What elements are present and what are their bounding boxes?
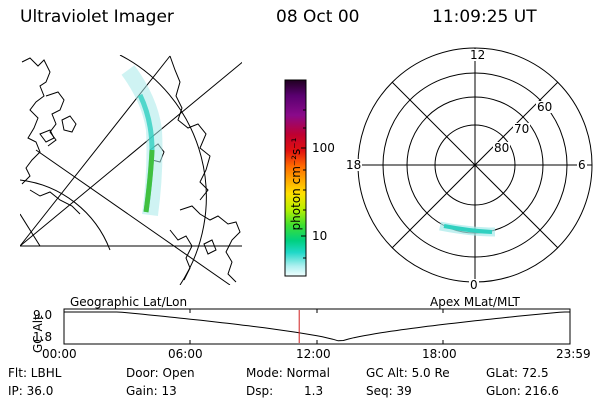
mlt-label-18: 18 (345, 158, 363, 172)
header-time: 11:09:25 UT (432, 7, 537, 27)
info-gc-alt: GC Alt: 5.0 Re (366, 366, 450, 380)
info-gain: Gain: 13 (126, 384, 177, 398)
mlt-label-0: 0 (469, 278, 479, 292)
timeline-x-tick-2: 12:00 (296, 347, 331, 361)
altitude-curve (64, 311, 570, 342)
info-dsp-label: Dsp: (246, 384, 274, 398)
info-glon: GLon: 216.6 (486, 384, 559, 398)
geo-grid (20, 55, 242, 285)
timeline-x-tick-3: 18:00 (422, 347, 457, 361)
app-title: Ultraviolet Imager (20, 7, 174, 27)
mlat-label-80: 80 (493, 141, 511, 155)
timeline-y-tick-top: 9.0 (33, 308, 53, 322)
timeline-x-tick-0: 00:00 (42, 347, 77, 361)
info-flt: Flt: LBHL (8, 366, 62, 380)
mlt-label-12: 12 (469, 48, 487, 62)
info-dsp-value: 1.3 (304, 384, 324, 398)
colorbar-tick-10: 10 (312, 229, 328, 243)
info-door: Door: Open (126, 366, 195, 380)
geo-panel-label: Geographic Lat/Lon (70, 295, 188, 309)
info-ip: IP: 36.0 (8, 384, 54, 398)
polar-aurora (439, 221, 496, 237)
timeline-x-tick-4: 23:59 (556, 347, 591, 361)
geo-aurora (121, 65, 163, 217)
info-seq: Seq: 39 (366, 384, 412, 398)
mlt-label-6: 6 (577, 158, 587, 172)
colorbar-tick-100: 100 (312, 141, 335, 155)
info-glat: GLat: 72.5 (486, 366, 549, 380)
polar-panel-label: Apex MLat/MLT (430, 295, 520, 309)
coastline (21, 55, 241, 283)
timeline-y-tick-bottom: 1.8 (33, 330, 53, 344)
timeline-x-tick-1: 06:00 (168, 347, 203, 361)
mlat-label-60: 60 (536, 100, 554, 114)
mlat-label-70: 70 (513, 122, 531, 136)
info-mode: Mode: Normal (246, 366, 330, 380)
header-date: 08 Oct 00 (276, 7, 360, 27)
